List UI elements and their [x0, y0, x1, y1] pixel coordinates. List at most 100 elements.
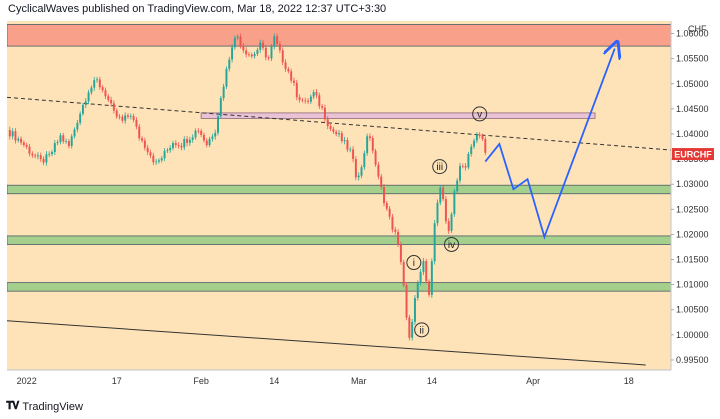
candle-body	[17, 138, 20, 141]
candle-body	[36, 155, 39, 157]
candle-body	[180, 145, 183, 148]
wave-label-circle	[406, 255, 422, 271]
candle-body	[385, 203, 388, 209]
time-tick-label: 14	[427, 376, 437, 386]
candle-body	[67, 141, 70, 147]
price-tick-label: 1.06000	[676, 29, 709, 39]
candle-body	[366, 136, 369, 154]
candle-body	[425, 261, 428, 282]
red-resistance-zone	[7, 24, 671, 47]
candle-body	[290, 71, 293, 81]
candle-body	[419, 271, 422, 283]
candle-body	[96, 79, 99, 81]
candle-body	[233, 37, 236, 48]
candle-body	[177, 144, 180, 146]
candle-body	[143, 140, 146, 148]
candle-body	[394, 229, 397, 232]
candle-body	[391, 216, 394, 230]
candle-body	[256, 49, 259, 54]
candle-body	[408, 317, 411, 338]
candle-body	[152, 155, 155, 163]
candle-body	[292, 80, 295, 83]
candle-body	[62, 135, 65, 142]
candle-body	[42, 159, 45, 163]
wave-label-circle	[414, 322, 430, 338]
candle-body	[188, 139, 191, 143]
publish-caption: CyclicalWaves published on TradingView.c…	[8, 3, 387, 15]
solid-trendline	[7, 320, 646, 366]
candle-body	[110, 99, 113, 104]
candle-body	[380, 176, 383, 188]
candle-body	[374, 150, 377, 165]
candle-body	[247, 54, 250, 56]
candle-body	[461, 165, 464, 167]
candle-body	[368, 136, 371, 139]
candle-body	[453, 191, 456, 215]
candle-body	[357, 175, 360, 178]
candle-body	[332, 128, 335, 132]
candle-body	[399, 244, 402, 262]
candle-body	[444, 199, 447, 222]
price-tick-label: 1.04500	[676, 104, 709, 114]
candle-body	[183, 139, 186, 148]
candle-body	[34, 155, 37, 157]
candle-body	[205, 140, 208, 146]
candle-body	[470, 146, 473, 154]
candle-body	[383, 187, 386, 204]
candle-body	[371, 138, 374, 151]
price-tick-label: 1.00500	[676, 305, 709, 315]
time-tick-label: 14	[269, 376, 279, 386]
time-tick-label: 2022	[17, 376, 37, 386]
candle-body	[155, 161, 158, 163]
candle-body	[8, 129, 11, 137]
candle-body	[138, 126, 141, 139]
candle-body	[11, 131, 14, 137]
candle-body	[197, 130, 200, 132]
candle-body	[53, 143, 56, 153]
candle-body	[217, 116, 220, 133]
projection-path	[484, 49, 614, 240]
candle-body	[397, 231, 400, 245]
candle-body	[478, 134, 481, 136]
candle-body	[129, 116, 132, 117]
green-support-zone-2	[7, 235, 671, 245]
candle-body	[354, 159, 357, 178]
candle-body	[194, 130, 197, 138]
footer: 𝐓𝐕 TradingView	[6, 400, 83, 413]
candle-body	[428, 281, 431, 295]
candle-body	[214, 132, 217, 137]
candle-body	[464, 166, 467, 168]
price-tick-label: 0.99500	[676, 355, 709, 365]
candle-body	[48, 154, 51, 155]
candle-body	[149, 152, 152, 156]
candle-body	[278, 44, 281, 51]
price-tick-label: 1.00000	[676, 330, 709, 340]
last-price-symbol: EURCHF	[674, 150, 712, 160]
candles	[8, 33, 487, 341]
candle-body	[208, 138, 211, 146]
candle-body	[118, 116, 121, 118]
candle-body	[39, 155, 42, 160]
price-tick-label: 1.03000	[676, 179, 709, 189]
candle-body	[411, 321, 414, 338]
candle-body	[439, 187, 442, 203]
candle-body	[186, 139, 189, 143]
candle-body	[146, 147, 149, 153]
tradingview-logo-icon: 𝐓𝐕	[6, 400, 19, 412]
candle-body	[416, 282, 419, 299]
green-support-zone-3	[7, 282, 671, 292]
candle-body	[141, 138, 144, 141]
candle-body	[121, 116, 124, 121]
candle-body	[281, 50, 284, 63]
time-tick-label: 18	[624, 376, 634, 386]
candle-body	[442, 187, 445, 200]
time-tick-label: 17	[112, 376, 122, 386]
candle-body	[228, 59, 231, 69]
candle-body	[318, 95, 321, 107]
candle-body	[81, 104, 84, 114]
candle-body	[363, 153, 366, 168]
candle-body	[481, 135, 484, 139]
candle-body	[222, 86, 225, 99]
candle-body	[436, 202, 439, 224]
